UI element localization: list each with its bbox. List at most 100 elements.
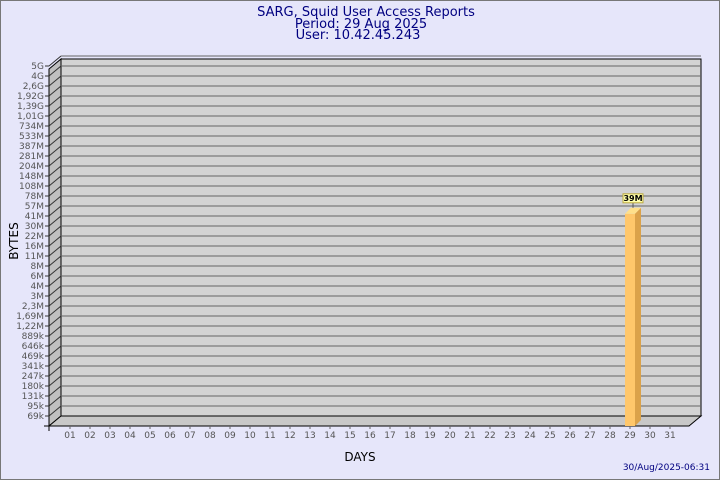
- bar-top-day-29: [625, 207, 641, 214]
- x-tick-label: 27: [584, 431, 595, 441]
- chart-user: User: 10.42.45.243: [296, 28, 421, 43]
- y-tick-label: 2,3M: [22, 302, 44, 312]
- grid-line-side: [48, 365, 62, 377]
- x-tick-label: 04: [124, 431, 136, 441]
- y-tick-label: 533M: [19, 132, 44, 142]
- chart-period: Period: 29 Aug 2025: [295, 17, 427, 32]
- x-tick-label: 12: [284, 431, 295, 441]
- plot-floor: [47, 415, 703, 427]
- grid-line-side: [48, 165, 62, 177]
- x-tick-label: 11: [264, 431, 275, 441]
- y-tick-label: 1,22M: [16, 322, 44, 332]
- x-tick-label: 03: [104, 431, 115, 441]
- x-tick-label: 31: [664, 431, 675, 441]
- grid-line-side: [48, 355, 62, 367]
- x-tick-label: 13: [304, 431, 315, 441]
- grid-line-side: [48, 395, 62, 407]
- y-tick-label: 1,69M: [16, 312, 44, 322]
- x-tick-label: 20: [444, 431, 456, 441]
- x-tick-label: 09: [224, 431, 236, 441]
- y-tick-label: 4M: [31, 282, 45, 292]
- y-tick-label: 95k: [27, 402, 44, 412]
- data-label-box: [622, 193, 644, 204]
- y-tick-label: 6M: [31, 272, 45, 282]
- grid-line-side: [48, 65, 62, 77]
- grid-line-side: [48, 305, 62, 317]
- y-tick-label: 57M: [25, 202, 44, 212]
- y-tick-label: 1,01G: [17, 112, 44, 122]
- y-tick-label: 646k: [22, 342, 45, 352]
- grid-line-side: [48, 115, 62, 127]
- x-tick-label: 28: [604, 431, 616, 441]
- y-tick-label: 4G: [31, 72, 44, 82]
- x-tick-label: 05: [144, 431, 155, 441]
- grid-line-side: [48, 285, 62, 297]
- y-tick-label: 889k: [22, 332, 45, 342]
- grid-line-side: [48, 125, 62, 137]
- grid-line-side: [48, 195, 62, 207]
- y-tick-label: 3M: [31, 292, 45, 302]
- y-tick-label: 469k: [22, 352, 45, 362]
- x-tick-label: 06: [164, 431, 176, 441]
- y-tick-label: 387M: [19, 142, 44, 152]
- grid-line-side: [48, 345, 62, 357]
- grid-line-side: [48, 75, 62, 87]
- y-tick-label: 16M: [25, 242, 44, 252]
- x-tick-label: 07: [184, 431, 195, 441]
- y-tick-label: 1,92G: [17, 92, 44, 102]
- y-tick-label: 8M: [31, 262, 45, 272]
- grid-line-side: [48, 255, 62, 267]
- plot-back-wall: [60, 58, 702, 417]
- chart-title: SARG, Squid User Access Reports: [257, 5, 475, 20]
- grid-line-side: [48, 315, 62, 327]
- x-axis-label: DAYS: [344, 450, 375, 464]
- x-tick-label: 01: [64, 431, 75, 441]
- grid-line-side: [48, 235, 62, 247]
- y-tick-label: 180k: [22, 382, 45, 392]
- x-tick-label: 29: [624, 431, 636, 441]
- x-tick-label: 30: [644, 431, 656, 441]
- x-tick-label: 16: [364, 431, 376, 441]
- y-tick-label: 108M: [19, 182, 44, 192]
- grid-line-side: [48, 135, 62, 147]
- data-label: 39M: [623, 194, 642, 203]
- y-tick-label: 734M: [19, 122, 44, 132]
- y-tick-label: 204M: [19, 162, 44, 172]
- grid-line-side: [48, 175, 62, 187]
- grid-line-side: [48, 185, 62, 197]
- grid-line-side: [48, 145, 62, 157]
- y-tick-label: 69k: [27, 412, 44, 422]
- x-tick-label: 24: [524, 431, 536, 441]
- grid-line-side: [48, 95, 62, 107]
- bar-side-day-29: [635, 207, 641, 426]
- y-tick-label: 41M: [25, 212, 44, 222]
- grid-line-side: [48, 155, 62, 167]
- y-tick-label: 131k: [22, 392, 45, 402]
- grid-line-side: [48, 225, 62, 237]
- grid-line-side: [48, 405, 62, 417]
- y-axis-label: BYTES: [7, 222, 21, 259]
- x-tick-label: 14: [324, 431, 336, 441]
- y-tick-label: 30M: [25, 222, 44, 232]
- grid-line-side: [48, 245, 62, 257]
- grid-line-side: [48, 265, 62, 277]
- x-tick-label: 26: [564, 431, 576, 441]
- y-tick-label: 148M: [19, 172, 44, 182]
- x-tick-label: 17: [384, 431, 395, 441]
- grid-line-side: [48, 215, 62, 227]
- x-tick-label: 18: [404, 431, 416, 441]
- grid-line-side: [48, 275, 62, 287]
- x-tick-label: 02: [84, 431, 95, 441]
- y-tick-label: 22M: [25, 232, 44, 242]
- generated-timestamp: 30/Aug/2025-06:31: [623, 463, 710, 473]
- grid-line-side: [48, 325, 62, 337]
- x-tick-label: 22: [484, 431, 495, 441]
- grid-line-side: [48, 205, 62, 217]
- x-tick-label: 23: [504, 431, 515, 441]
- x-tick-label: 15: [344, 431, 355, 441]
- y-tick-label: 247k: [22, 372, 45, 382]
- y-tick-label: 281M: [19, 152, 44, 162]
- y-tick-label: 341k: [22, 362, 45, 372]
